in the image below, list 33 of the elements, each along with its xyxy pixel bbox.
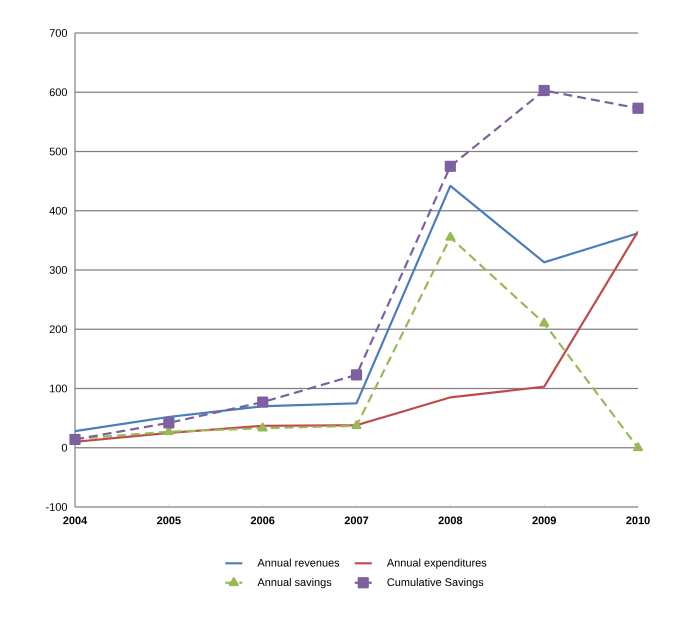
point	[445, 232, 456, 241]
x-tick-label: 2004	[63, 516, 88, 524]
point	[350, 369, 362, 380]
y-tick-label: 200	[50, 325, 68, 334]
point	[257, 396, 268, 408]
legend-label: Annual savings	[257, 578, 332, 588]
y-tick-label: 100	[50, 384, 68, 392]
point	[163, 417, 174, 428]
line-series	[75, 184, 638, 432]
point	[352, 420, 362, 430]
y-tick-label: 0	[62, 444, 68, 452]
point	[538, 84, 550, 96]
y-tick-label: 300	[50, 266, 68, 274]
legend-label: Annual revenues	[257, 558, 340, 567]
point	[632, 102, 644, 114]
x-tick-label: 2010	[626, 516, 650, 524]
y-tick-label: 600	[50, 88, 68, 96]
y-tick-label: 400	[49, 206, 68, 215]
point	[633, 442, 643, 452]
legend-label: Cumulative Savings	[387, 578, 484, 588]
point	[539, 318, 550, 327]
x-tick-label: 2007	[344, 516, 368, 524]
point	[258, 422, 268, 432]
point	[444, 160, 456, 172]
y-tick-label: -100	[46, 503, 68, 511]
x-tick-label: 2009	[532, 516, 556, 524]
x-tick-label: 2005	[157, 516, 181, 524]
y-tick-label: 500	[50, 148, 68, 156]
x-tick-label: 2008	[438, 516, 462, 524]
point	[69, 434, 81, 446]
legend-label: Annual expenditures	[386, 558, 486, 569]
y-tick-label: 700	[50, 29, 68, 37]
x-tick-label: 2006	[250, 516, 274, 524]
